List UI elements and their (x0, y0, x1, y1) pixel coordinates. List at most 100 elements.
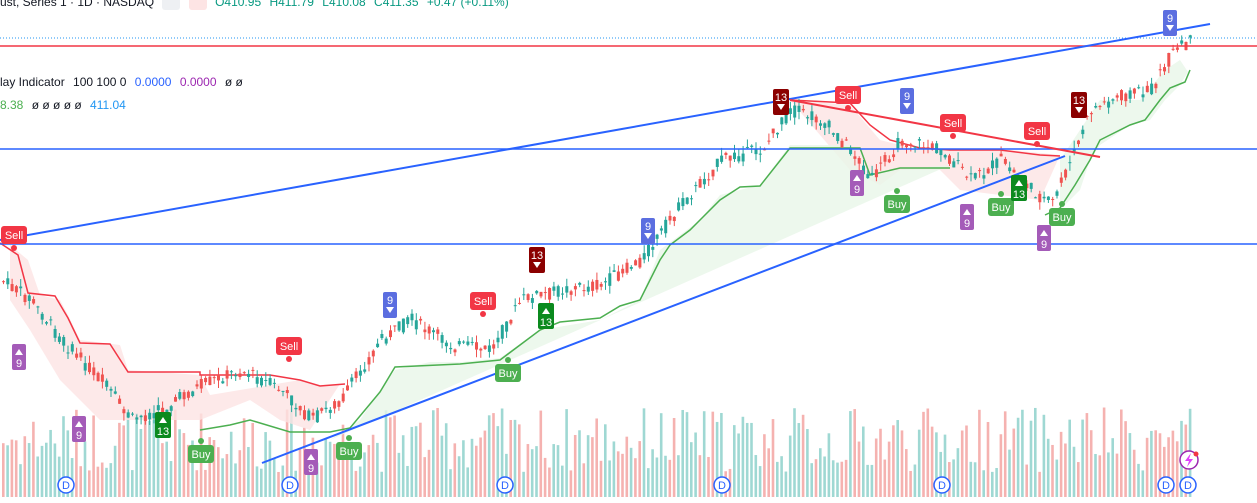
td-nine-buy-setup[interactable]: 9 (1037, 225, 1051, 251)
supertrend-bull-line-2 (1044, 69, 1191, 216)
td-thirteen-buy[interactable]: 13 (1011, 175, 1027, 201)
volume-bar (1094, 453, 1097, 497)
svg-text:Buy: Buy (992, 202, 1011, 214)
volume-bar (1068, 419, 1071, 497)
dividend-event-marker[interactable]: D (933, 476, 951, 494)
lower-trendline[interactable] (261, 155, 1066, 464)
volume-bar (251, 422, 254, 497)
candle (238, 368, 242, 380)
dividend-event-marker[interactable]: D (1179, 476, 1197, 494)
td-nine-buy-setup[interactable]: 9 (850, 170, 864, 196)
bearish-fill (10, 245, 340, 430)
candle (195, 380, 199, 390)
td-nine-sell-setup[interactable]: 9 (641, 218, 655, 244)
volume-bar (586, 435, 590, 497)
candle (831, 132, 835, 137)
candle (1120, 89, 1123, 105)
td-nine-sell-setup[interactable]: 9 (900, 88, 914, 114)
candle (543, 286, 547, 300)
dividend-event-marker[interactable]: D (713, 476, 731, 494)
sell-signal[interactable]: Sell (470, 292, 496, 310)
td-nine-buy-setup[interactable]: 9 (960, 204, 974, 230)
td-thirteen-buy[interactable]: 13 (538, 303, 554, 329)
volume-bar (655, 457, 659, 497)
volume-bar (720, 412, 723, 497)
volume-bar (715, 421, 719, 497)
volume-bar (599, 460, 603, 497)
volume-bar (479, 437, 482, 497)
svg-text:Buy: Buy (1053, 212, 1072, 224)
buy-signal[interactable]: Buy (1049, 208, 1075, 226)
volume-bar (139, 428, 143, 497)
volume-bar (539, 410, 543, 497)
svg-text:9: 9 (1041, 239, 1047, 251)
dividend-event-marker[interactable]: D (1157, 476, 1175, 494)
upper-trendline[interactable] (0, 23, 1211, 241)
volume-bar (423, 457, 426, 497)
volume-bar (801, 414, 805, 497)
candle (776, 132, 779, 139)
volume-bar (1012, 428, 1016, 497)
dividend-event-marker[interactable]: D (281, 476, 299, 494)
td-thirteen-sell[interactable]: 13 (773, 89, 789, 115)
buy-signal[interactable]: Buy (336, 442, 362, 460)
candle (191, 390, 195, 398)
td-thirteen-sell[interactable]: 13 (529, 247, 545, 273)
sell-signal[interactable]: Sell (940, 114, 966, 132)
eye-icon[interactable] (162, 0, 181, 10)
volume-bar (771, 419, 775, 497)
candle (857, 156, 861, 172)
td-nine-sell-setup[interactable]: 9 (383, 292, 397, 318)
indicator-legend-2[interactable]: 8.38 ø ø ø ø ø 411.04 (0, 98, 131, 112)
volume-bar (896, 420, 899, 497)
volume-bar (823, 456, 826, 497)
candle (354, 367, 358, 383)
candle (1124, 92, 1128, 107)
volume-bar (401, 435, 405, 497)
indicator-wave-icon[interactable] (188, 0, 207, 10)
sell-signal[interactable]: Sell (276, 337, 302, 355)
ohlc-change: +0.47 (+0.11%) (426, 0, 509, 9)
dividend-event-marker[interactable]: D (496, 476, 514, 494)
sell-signal[interactable]: Sell (1024, 122, 1050, 140)
td-nine-sell-setup[interactable]: 9 (1163, 10, 1177, 36)
candle (324, 401, 328, 413)
svg-text:13: 13 (157, 426, 169, 438)
candle (999, 146, 1003, 157)
volume-bar (1003, 411, 1007, 497)
sell-signal[interactable]: Sell (835, 86, 861, 104)
candle (212, 375, 216, 384)
buy-signal[interactable]: Buy (495, 364, 521, 382)
volume-bar (174, 409, 177, 497)
volume-bar (238, 450, 242, 497)
volume-bar (857, 441, 861, 497)
candle (169, 404, 173, 417)
td-thirteen-sell[interactable]: 13 (1071, 92, 1087, 118)
candle (694, 181, 698, 193)
candle (315, 407, 319, 423)
td-thirteen-buy[interactable]: 13 (155, 412, 171, 438)
candle (952, 158, 956, 168)
svg-text:13: 13 (1073, 95, 1085, 107)
buy-signal[interactable]: Buy (884, 195, 910, 213)
sell-signal[interactable]: Sell (1, 226, 27, 244)
volume-bar (105, 467, 108, 497)
volume-bar (900, 430, 904, 497)
candle (285, 386, 289, 399)
td-nine-buy-setup[interactable]: 9 (72, 416, 86, 442)
buy-signal[interactable]: Buy (188, 445, 214, 463)
td-nine-buy-setup[interactable]: 9 (304, 449, 318, 475)
candle (19, 278, 23, 297)
buy-signal[interactable]: Buy (988, 198, 1014, 216)
volume-bar (36, 456, 39, 497)
td-nine-buy-setup[interactable]: 9 (12, 344, 26, 370)
dividend-event-marker[interactable]: D (57, 476, 75, 494)
indicator-legend-1[interactable]: lay Indicator 100 100 0 0.0000 0.0000 ø … (0, 75, 248, 89)
volume-bar (552, 444, 555, 497)
volume-bar (518, 424, 521, 497)
volume-bar (27, 443, 31, 497)
volume-bar (427, 449, 431, 497)
lightning-icon[interactable] (1179, 450, 1199, 470)
volume-bar (444, 423, 448, 497)
